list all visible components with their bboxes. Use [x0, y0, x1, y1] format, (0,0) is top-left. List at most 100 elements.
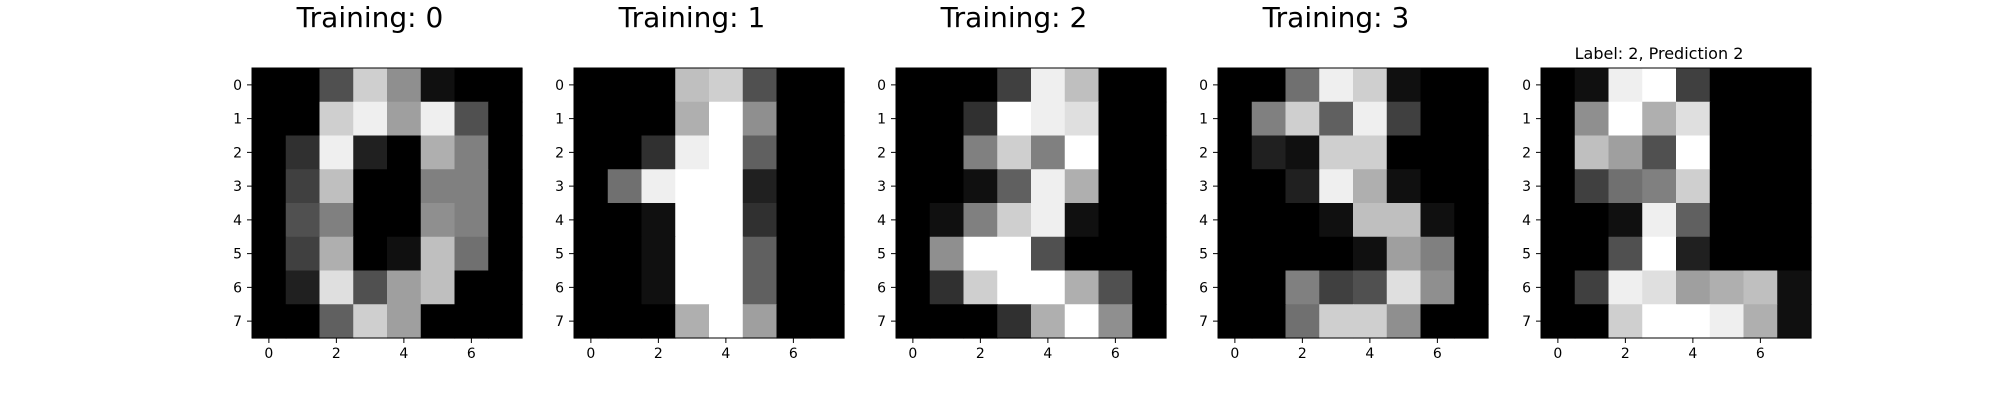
- pixel-cell: [488, 101, 523, 137]
- x-tick-label: 2: [654, 346, 663, 362]
- pixel-cell: [1608, 203, 1643, 238]
- heatmap-plot: 0 2 4 6 0 1 2 3 4 5 6 7: [233, 67, 523, 362]
- pixel-cell: [1031, 203, 1066, 238]
- pixel-cell: [285, 304, 321, 339]
- pixel-cell: [1420, 304, 1455, 339]
- pixel-cell: [420, 304, 456, 339]
- pixel-cell: [675, 270, 710, 305]
- pixel-cell: [1386, 135, 1422, 170]
- pixel-cell: [420, 270, 456, 305]
- pixel-cell: [709, 203, 744, 238]
- pixel-cell: [1574, 101, 1610, 137]
- y-tick-label: 5: [1522, 247, 1531, 263]
- pixel-cell: [896, 203, 931, 238]
- pixel-cell: [997, 101, 1032, 137]
- pixel-cell: [1743, 169, 1778, 204]
- pixel-cell: [1454, 203, 1489, 238]
- pixel-cell: [252, 169, 287, 204]
- pixel-cell: [319, 169, 354, 204]
- pixel-cell: [1676, 68, 1711, 103]
- pixel-cell: [963, 304, 998, 339]
- panel-3: Training: 2 0 2 4 6 0 1 2 3 4 5 6 7: [844, 0, 1184, 400]
- pixel-cell: [896, 169, 931, 204]
- pixel-cell: [929, 270, 965, 305]
- pixel-cell: [709, 270, 744, 305]
- pixel-cell: [1285, 304, 1320, 339]
- pixel-cell: [387, 304, 422, 339]
- pixel-cell: [574, 135, 609, 170]
- pixel-cell: [387, 236, 422, 272]
- y-tick-label: 3: [877, 179, 886, 195]
- pixel-cell: [319, 68, 354, 103]
- pixel-cell: [1541, 135, 1576, 170]
- pixel-cell: [1743, 304, 1778, 339]
- pixel-cell: [1608, 304, 1643, 339]
- axes-frame: [573, 67, 845, 339]
- pixel-cell: [454, 68, 489, 103]
- y-tick-label: 0: [877, 78, 886, 94]
- heatmap-plot: 0 2 4 6 0 1 2 3 4 5 6 7: [1199, 67, 1489, 362]
- heatmap-plot: 0 2 4 6 0 1 2 3 4 5 6 7: [877, 67, 1167, 362]
- pixel-cell: [1574, 68, 1610, 103]
- pixel-cell: [1541, 236, 1576, 272]
- pixel-cell: [1098, 304, 1133, 339]
- pixel-cell: [1098, 236, 1133, 272]
- pixel-cell: [1743, 68, 1778, 103]
- pixel-cell: [387, 68, 422, 103]
- x-tick-label: 6: [1756, 346, 1765, 362]
- pixel-cell: [607, 304, 643, 339]
- pixel-cell: [1285, 169, 1320, 204]
- pixel-cell: [641, 135, 676, 170]
- y-tick-label: 2: [233, 145, 242, 161]
- pixel-cell: [454, 169, 489, 204]
- pixel-cell: [1574, 304, 1610, 339]
- axes-frame: [895, 67, 1167, 339]
- pixel-cell: [488, 135, 523, 170]
- x-tick-label: 0: [1553, 346, 1562, 362]
- pixel-cell: [1743, 101, 1778, 137]
- heatmap-plot: 0 2 4 6 0 1 2 3 4 5 6 7: [1522, 67, 1812, 362]
- pixel-cell: [1353, 101, 1388, 137]
- x-tick-label: 4: [1043, 346, 1052, 362]
- x-tick-label: 2: [1621, 346, 1630, 362]
- y-tick-label: 4: [555, 213, 564, 229]
- pixel-cell: [997, 135, 1032, 170]
- pixel-cell: [607, 270, 643, 305]
- panel-title: Training: 0: [296, 1, 444, 34]
- pixel-cell: [1319, 135, 1354, 170]
- pixel-cell: [1132, 135, 1167, 170]
- pixel-cell: [1454, 101, 1489, 137]
- pixel-cell: [353, 304, 388, 339]
- pixel-cell: [574, 68, 609, 103]
- pixel-cell: [1031, 135, 1066, 170]
- pixel-cell: [1218, 68, 1253, 103]
- pixel-cell: [488, 68, 523, 103]
- pixel-cell: [810, 135, 845, 170]
- pixel-cell: [454, 236, 489, 272]
- pixel-cell: [1285, 203, 1320, 238]
- pixel-cell: [963, 101, 998, 137]
- pixel-cell: [896, 101, 931, 137]
- y-tick-label: 6: [1522, 280, 1531, 296]
- pixel-cell: [896, 270, 931, 305]
- pixel-cell: [641, 304, 676, 339]
- pixel-cell: [1454, 169, 1489, 204]
- pixel-cell: [1353, 169, 1388, 204]
- x-tick-label: 0: [264, 346, 273, 362]
- pixel-cell: [1777, 68, 1812, 103]
- pixel-cell: [963, 236, 998, 272]
- pixel-cell: [387, 169, 422, 204]
- pixel-cell: [454, 270, 489, 305]
- pixel-cell: [574, 169, 609, 204]
- pixel-cell: [742, 270, 778, 305]
- pixel-cell: [1386, 236, 1422, 272]
- pixel-cell: [709, 101, 744, 137]
- pixel-cell: [488, 169, 523, 204]
- pixel-cell: [319, 203, 354, 238]
- pixel-cell: [285, 101, 321, 137]
- pixel-cell: [1608, 169, 1643, 204]
- pixel-cell: [1642, 101, 1677, 137]
- pixel-cell: [1031, 270, 1066, 305]
- y-tick-label: 2: [877, 145, 886, 161]
- pixel-cell: [420, 135, 456, 170]
